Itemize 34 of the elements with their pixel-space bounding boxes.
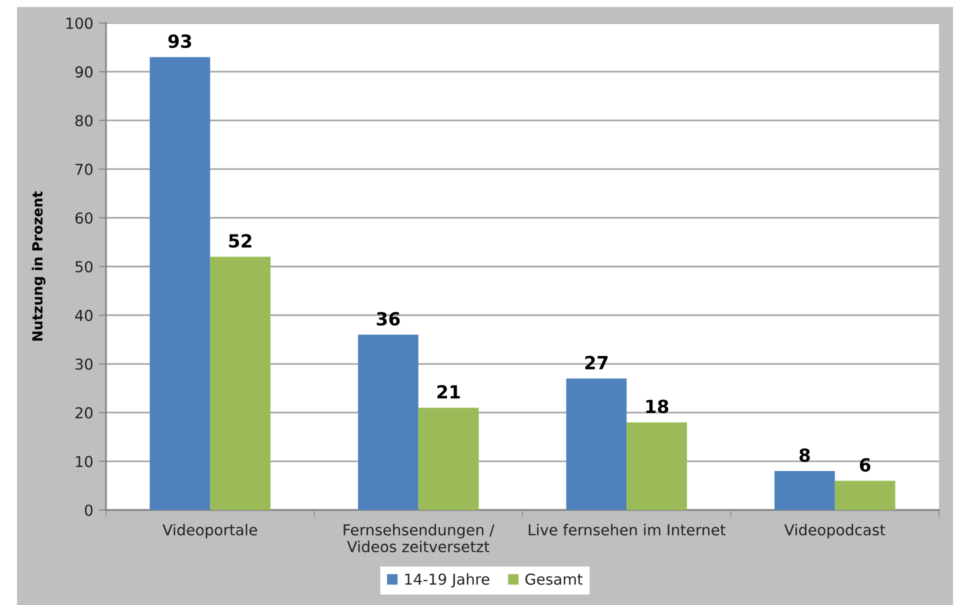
y-tick-label: 70 [76, 164, 93, 176]
x-tick-label: Live fernsehen im Internet [528, 524, 726, 536]
y-axis-title: Nutzung in Prozent [32, 191, 46, 341]
data-label: 36 [376, 312, 400, 326]
bar [626, 422, 688, 510]
bar [210, 256, 271, 510]
data-label: 8 [800, 448, 810, 462]
y-tick-label: 60 [75, 212, 93, 224]
y-tick-label: 0 [84, 504, 93, 516]
data-label: 52 [229, 234, 252, 248]
x-tick-label: Videopodcast [784, 524, 886, 538]
bar [418, 408, 479, 510]
legend-label: 14-19 Jahre [405, 573, 490, 588]
y-tick-label: 90 [75, 66, 93, 78]
x-tick-label: Fernsehsendungen / Videos zeitversetzt [344, 524, 494, 552]
bar [566, 378, 627, 510]
y-tick-label: 100 [66, 18, 93, 29]
legend-label: Gesamt [525, 574, 583, 585]
data-label: 6 [860, 458, 870, 472]
bar [834, 480, 896, 510]
data-label: 27 [585, 356, 608, 370]
bar [150, 57, 210, 510]
data-label: 93 [168, 34, 192, 48]
bar [774, 471, 835, 510]
y-tick-label: 80 [75, 114, 93, 126]
bar [358, 334, 418, 510]
y-tick-label: 50 [76, 261, 93, 272]
y-tick-label: 10 [76, 456, 93, 468]
y-tick-label: 30 [76, 358, 93, 370]
data-label: 21 [437, 385, 460, 398]
y-tick-label: 20 [76, 407, 93, 419]
x-tick-label: Videoportale [162, 524, 257, 538]
y-tick-label: 40 [75, 310, 93, 322]
data-label: 18 [646, 400, 668, 414]
